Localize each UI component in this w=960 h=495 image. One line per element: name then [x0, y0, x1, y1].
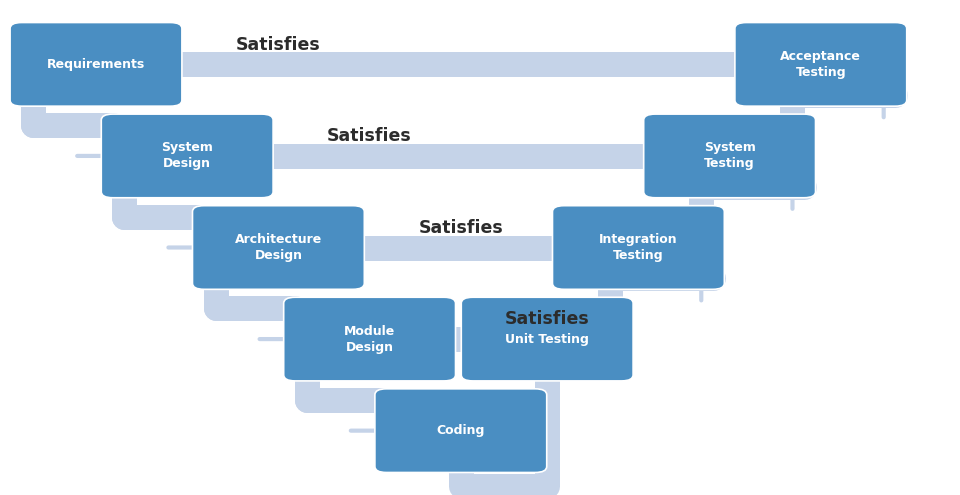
- FancyBboxPatch shape: [11, 23, 182, 106]
- Text: Satisfies: Satisfies: [236, 36, 321, 53]
- Text: Unit Testing: Unit Testing: [505, 333, 589, 346]
- FancyBboxPatch shape: [553, 206, 724, 289]
- Text: System
Design: System Design: [161, 142, 213, 170]
- FancyBboxPatch shape: [374, 389, 546, 472]
- Text: Requirements: Requirements: [47, 58, 145, 71]
- Text: Satisfies: Satisfies: [505, 310, 589, 328]
- FancyBboxPatch shape: [643, 114, 815, 198]
- Text: System
Testing: System Testing: [704, 142, 756, 170]
- FancyBboxPatch shape: [102, 114, 273, 198]
- Text: Coding: Coding: [437, 424, 485, 437]
- FancyBboxPatch shape: [735, 23, 906, 106]
- Text: Satisfies: Satisfies: [419, 219, 503, 237]
- Text: Integration
Testing: Integration Testing: [599, 233, 678, 262]
- Text: Module
Design: Module Design: [344, 325, 396, 353]
- Text: Architecture
Design: Architecture Design: [235, 233, 322, 262]
- FancyBboxPatch shape: [461, 297, 634, 381]
- Text: Satisfies: Satisfies: [327, 127, 412, 145]
- FancyBboxPatch shape: [192, 206, 364, 289]
- Text: Acceptance
Testing: Acceptance Testing: [780, 50, 861, 79]
- FancyBboxPatch shape: [284, 297, 455, 381]
